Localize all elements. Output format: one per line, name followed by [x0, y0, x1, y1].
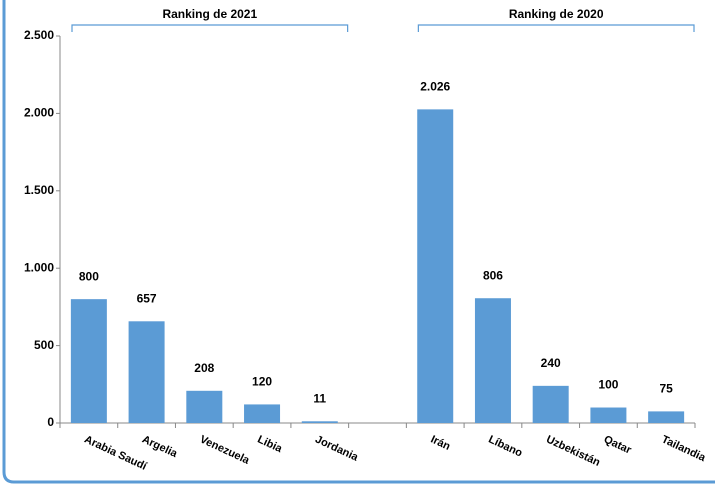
- bar: [590, 407, 627, 423]
- x-tick-label: Uzbekistán: [544, 433, 602, 469]
- bar: [301, 421, 338, 423]
- bar: [648, 411, 685, 423]
- data-label: 800: [79, 269, 99, 283]
- data-label: 208: [194, 361, 214, 375]
- data-label: 120: [252, 375, 272, 389]
- x-tick-label: Irán: [429, 433, 453, 453]
- data-label: 240: [541, 356, 561, 370]
- bar: [70, 299, 107, 423]
- bar: [417, 109, 454, 424]
- bar: [186, 390, 223, 423]
- y-tick-label: 0: [47, 415, 54, 429]
- x-tick-label: Venezuela: [198, 433, 252, 467]
- group-label: Ranking de 2020: [509, 7, 604, 21]
- x-tick-label: Líbano: [486, 433, 524, 459]
- group-label: Ranking de 2021: [162, 7, 257, 21]
- bracket: [417, 24, 695, 32]
- bracket: [71, 24, 349, 32]
- data-label: 100: [598, 378, 618, 392]
- x-tick-label: Jordania: [313, 433, 360, 464]
- x-tick-label: Argelia: [140, 433, 180, 460]
- data-label: 806: [483, 268, 503, 282]
- y-tick-label: 1.500: [24, 183, 54, 197]
- data-label: 11: [313, 391, 326, 405]
- data-label: 2.026: [420, 80, 450, 94]
- y-tick-label: 500: [34, 338, 54, 352]
- bar: [532, 385, 569, 423]
- bar: [128, 321, 165, 423]
- x-tick-label: Arabia Saudí: [82, 433, 149, 473]
- bar: [244, 404, 281, 423]
- bar: [474, 298, 511, 423]
- x-tick-label: Tailandia: [660, 433, 708, 464]
- data-label: 657: [137, 291, 157, 305]
- x-tick-label: Qatar: [602, 433, 634, 456]
- y-tick-label: 1.000: [24, 260, 54, 274]
- data-label: 75: [659, 382, 673, 396]
- x-tick-label: Libia: [256, 433, 285, 455]
- y-tick-label: 2.000: [24, 106, 54, 120]
- y-tick-label: 2.500: [24, 28, 54, 42]
